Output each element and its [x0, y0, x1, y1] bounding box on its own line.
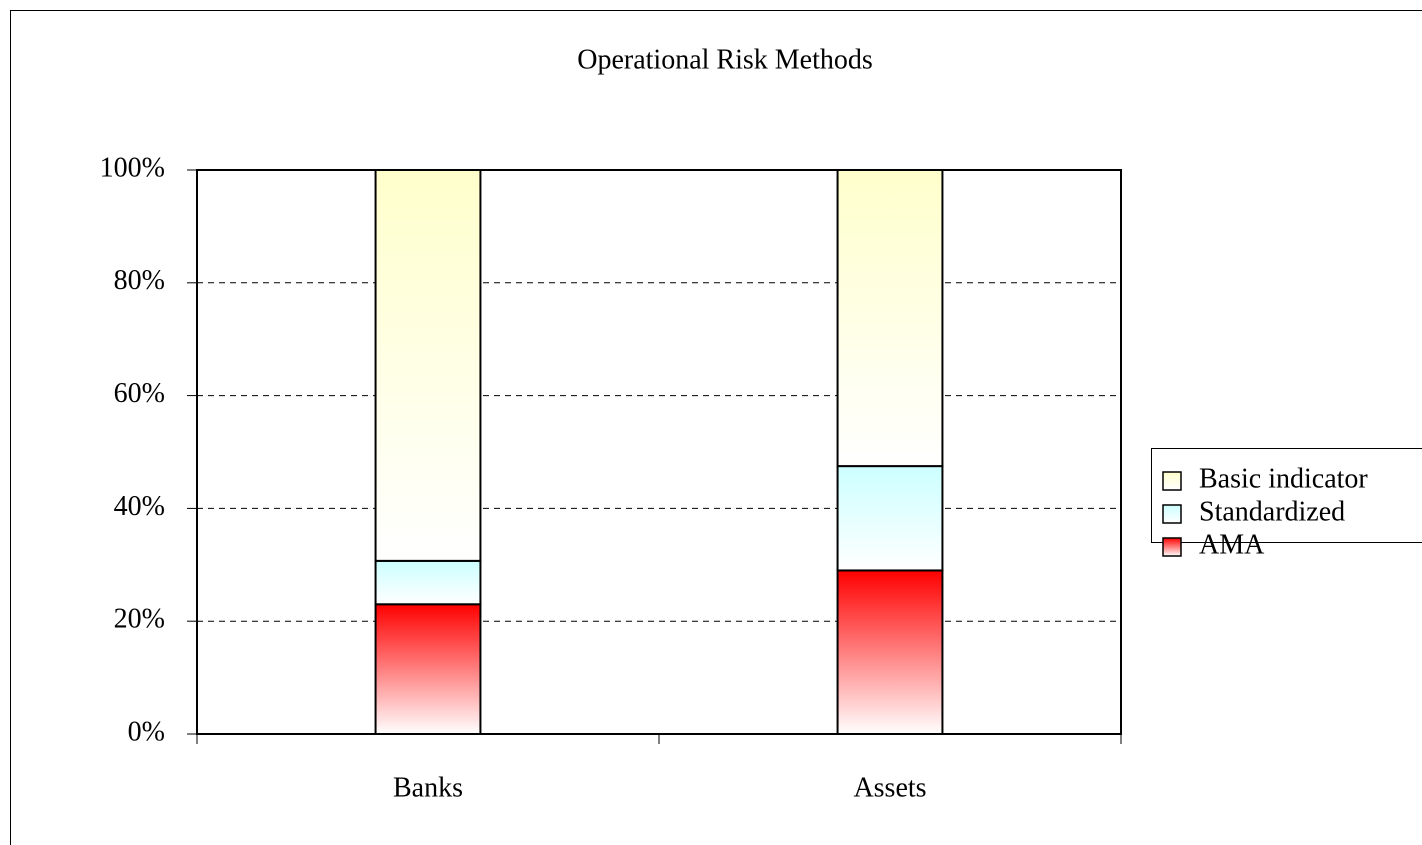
y-tick-label: 0% [128, 716, 165, 747]
x-tick-label: Assets [853, 772, 926, 803]
legend-swatch [1162, 471, 1182, 491]
y-tick-label: 40% [114, 491, 165, 522]
bar-segment [374, 603, 482, 736]
bar-segment [374, 169, 482, 562]
bar-segment [374, 559, 482, 606]
x-tick-label: Banks [393, 772, 463, 803]
plot-area [197, 170, 1121, 734]
y-tick-label: 100% [100, 152, 165, 183]
bar-segment [836, 569, 944, 735]
y-tick-label: 20% [114, 604, 165, 635]
bar-segment [836, 169, 944, 468]
chart-title: Operational Risk Methods [577, 44, 873, 75]
legend-label: Basic indicator [1199, 463, 1368, 494]
legend-box [1151, 448, 1422, 543]
y-tick-label: 60% [114, 378, 165, 409]
legend-swatch [1162, 537, 1182, 557]
legend-label: Standardized [1199, 496, 1345, 527]
bar-segment [836, 465, 944, 572]
legend-swatch [1162, 504, 1182, 524]
legend-label: AMA [1199, 529, 1265, 560]
y-tick-label: 80% [114, 265, 165, 296]
